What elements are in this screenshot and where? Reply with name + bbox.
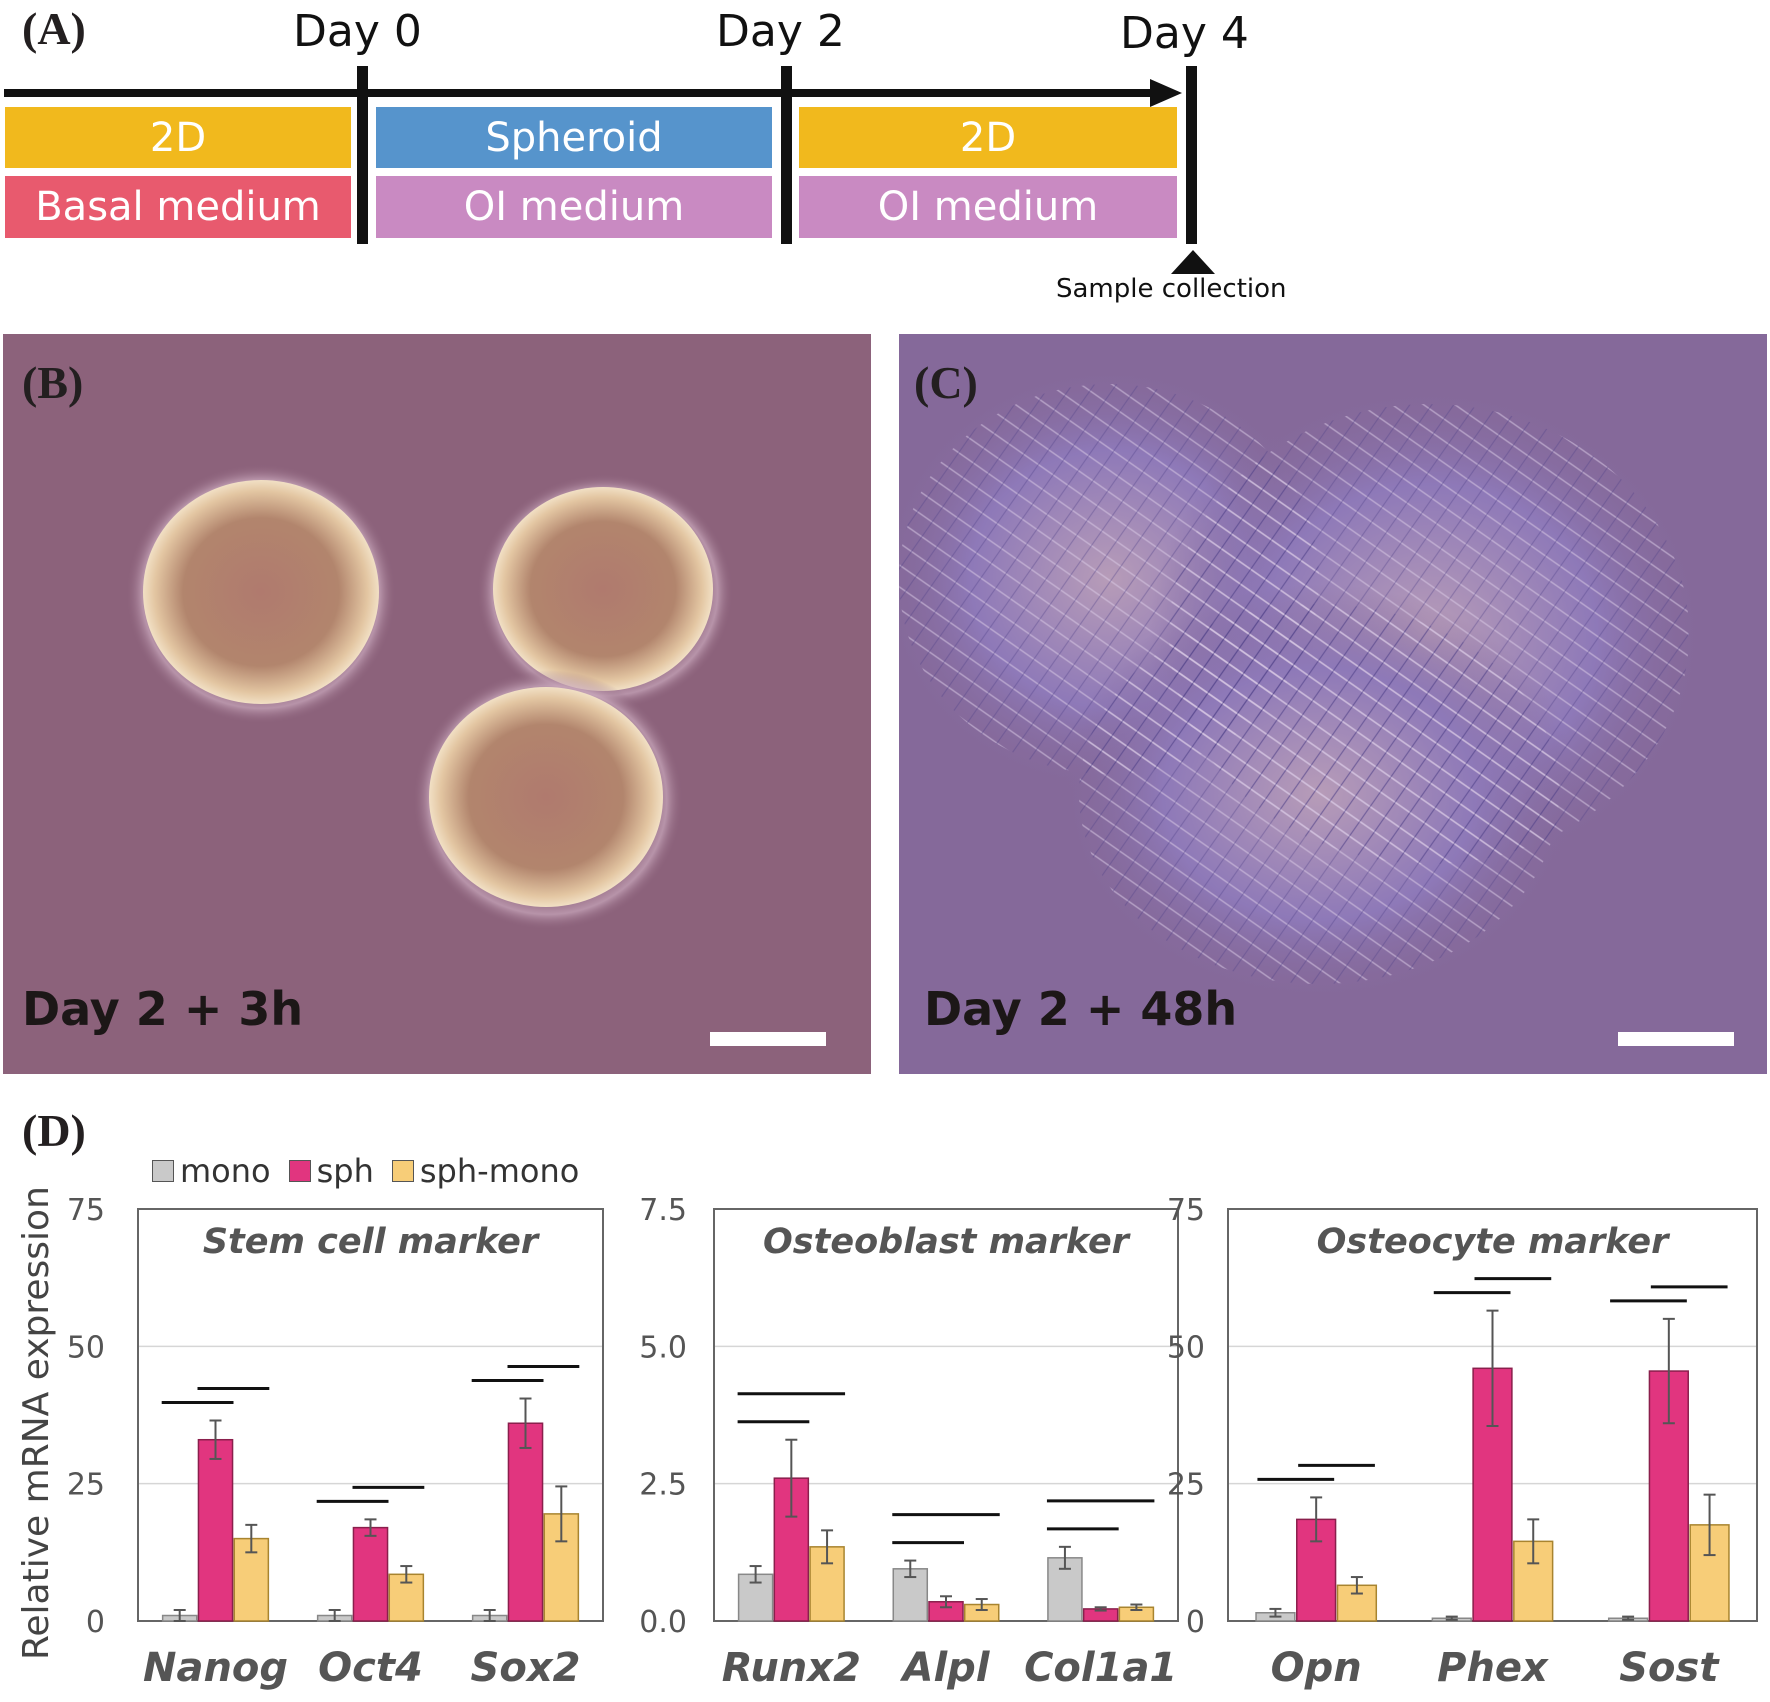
bar-sph (352, 1526, 389, 1622)
chart-title: Stem cell marker (203, 1222, 541, 1262)
legend-label-mono: mono (180, 1152, 271, 1190)
day-2-marker (781, 66, 792, 244)
panel-c-time-label: Day 2 + 48h (924, 982, 1238, 1036)
chart-title: Osteocyte marker (1317, 1222, 1671, 1262)
bar-sph (507, 1422, 544, 1622)
phase-2d-bar-1: 2D (5, 107, 351, 168)
legend-label-sph: sph (316, 1152, 374, 1190)
panel-b-time-label: Day 2 + 3h (22, 982, 304, 1036)
oi-medium-bar-2: OI medium (799, 176, 1177, 238)
day-0-label: Day 0 (293, 6, 422, 57)
spheroid-image (126, 464, 733, 930)
legend-swatch-sph (288, 1160, 311, 1182)
y-tick-label: 75 (1167, 1193, 1205, 1228)
day-4-marker (1186, 66, 1197, 244)
chart-legend: mono sph sph-mono (152, 1152, 579, 1190)
micrograph-c (899, 334, 1767, 1074)
category-label: Col1a1 (1024, 1645, 1177, 1691)
category-label: Nanog (143, 1645, 288, 1691)
category-label: Runx2 (722, 1645, 861, 1691)
category-label: Sox2 (471, 1645, 581, 1691)
sample-collection-label: Sample collection (1056, 274, 1287, 304)
panel-d-letter: (D) (22, 1105, 86, 1156)
category-label: Oct4 (318, 1645, 423, 1691)
category-label: Sost (1619, 1645, 1720, 1691)
basal-medium-bar: Basal medium (5, 176, 351, 238)
y-tick-label: 0 (1186, 1605, 1205, 1640)
category-label: Opn (1271, 1645, 1362, 1691)
y-tick-label: 50 (67, 1330, 105, 1365)
y-tick-label: 5.0 (639, 1330, 687, 1365)
spreading-cells-image (899, 364, 1709, 1004)
legend-label-sph-mono: sph-mono (419, 1152, 580, 1190)
bar-sph (197, 1438, 234, 1622)
micrograph-b (3, 334, 871, 1074)
y-tick-label: 0 (86, 1605, 105, 1640)
y-tick-label: 75 (67, 1193, 105, 1228)
category-label: Alpl (899, 1645, 990, 1691)
timeline-arrow (4, 79, 1182, 107)
phase-2d-bar-2: 2D (799, 107, 1177, 168)
y-tick-label: 25 (1167, 1468, 1205, 1503)
chart-title: Osteoblast marker (763, 1222, 1132, 1262)
day-0-marker (357, 66, 368, 244)
legend-swatch-mono (152, 1160, 174, 1182)
oi-medium-bar-1: OI medium (376, 176, 772, 238)
scale-bar-b (710, 1032, 826, 1046)
panel-a-letter: (A) (22, 3, 86, 54)
y-tick-label: 25 (67, 1468, 105, 1503)
scale-bar-c (1618, 1032, 1734, 1046)
phase-spheroid-bar: Spheroid (376, 107, 772, 168)
y-tick-label: 50 (1167, 1330, 1205, 1365)
day-2-label: Day 2 (716, 6, 845, 57)
sample-collection-marker (1171, 250, 1215, 274)
panel-b-letter: (B) (22, 357, 84, 408)
y-tick-label: 7.5 (639, 1193, 687, 1228)
panel-c-letter: (C) (914, 357, 978, 408)
day-4-label: Day 4 (1120, 8, 1249, 59)
legend-swatch-sph-mono (391, 1160, 414, 1182)
category-label: Phex (1437, 1645, 1549, 1691)
bar-charts: 0 25 50 75 Stem cell marker Nanog Oct4 Sox2 0.0 2… (67, 1193, 1758, 1691)
y-tick-label: 0.0 (639, 1605, 687, 1640)
y-tick-label: 2.5 (639, 1468, 687, 1503)
